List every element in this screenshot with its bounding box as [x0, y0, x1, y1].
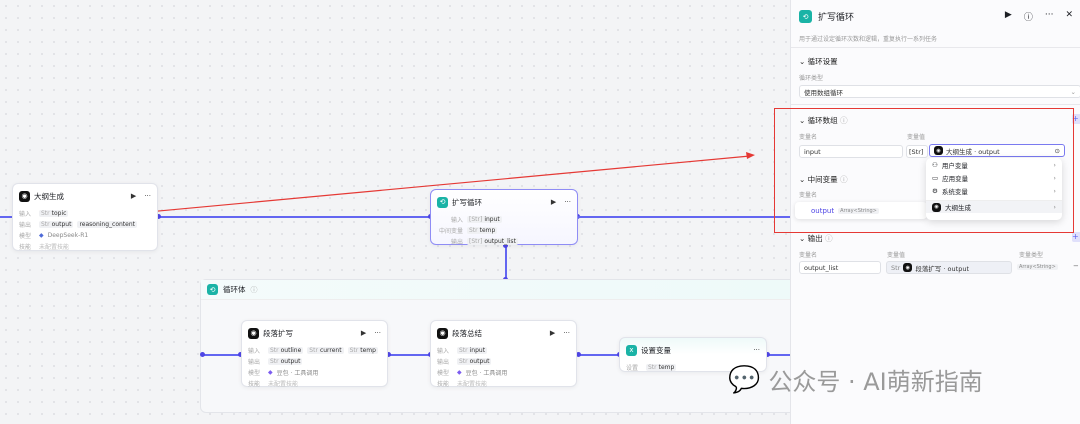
llm-icon: ◉: [248, 327, 259, 339]
node-set-variable[interactable]: x 设置变量 ··· 设置 Str temp: [619, 337, 767, 372]
section-loop-settings[interactable]: ⌄ 循环设置: [799, 57, 838, 66]
model-icon: ◆: [39, 231, 44, 239]
more-icon[interactable]: ···: [564, 198, 571, 206]
folder-icon: ▭: [932, 173, 939, 182]
close-icon[interactable]: ✕: [1065, 10, 1073, 20]
variable-icon: x: [626, 344, 637, 356]
remove-icon[interactable]: −: [1073, 262, 1079, 270]
output-name-input[interactable]: output_list: [799, 261, 881, 274]
section-output[interactable]: ⌄ 输出 ⓘ: [799, 234, 833, 243]
loop-type-select[interactable]: 使用数组循环 ⌄: [799, 85, 1080, 98]
help-icon[interactable]: ⓘ: [1023, 13, 1033, 23]
loop-icon: ⟲: [799, 10, 812, 23]
loop-icon: ⟲: [437, 196, 448, 208]
node-paragraph-expand[interactable]: ◉ 段落扩写 ▶ ··· 输入 Str outline Str current Str temp…: [241, 320, 388, 388]
user-icon: ⚇: [932, 160, 938, 169]
add-icon[interactable]: +: [1072, 114, 1080, 124]
section-loop-array[interactable]: ⌄ 循环数组 ⓘ: [799, 116, 848, 125]
loop-body-icon: ⟲: [207, 284, 218, 295]
model-icon: ◆: [457, 368, 462, 376]
highlight-box: [774, 108, 1074, 233]
wechat-icon: 💬: [728, 364, 761, 395]
array-type-select[interactable]: [Str]: [906, 145, 928, 158]
menu-item-user-vars[interactable]: ⚇ 用户变量 ›: [932, 160, 1056, 170]
add-icon[interactable]: +: [1072, 232, 1080, 242]
llm-icon: ◉: [19, 190, 30, 202]
menu-item-app-vars[interactable]: ▭ 应用变量 ›: [932, 173, 1056, 183]
array-value-select[interactable]: ◉ 大纲生成 · output ⊙: [929, 144, 1065, 157]
array-name-input[interactable]: input: [799, 145, 903, 158]
gear-icon: ⚙: [932, 186, 938, 195]
menu-item-outline-node[interactable]: ◉ 大纲生成 ›: [926, 200, 1062, 213]
model-icon: ◆: [268, 368, 273, 376]
menu-item-system-vars[interactable]: ⚙ 系统变量 ›: [932, 186, 1056, 196]
run-icon[interactable]: ▶: [1004, 10, 1012, 20]
run-icon[interactable]: ▶: [360, 329, 367, 337]
llm-icon: ◉: [437, 327, 448, 339]
info-icon: ⓘ: [250, 285, 258, 294]
run-icon[interactable]: ▶: [550, 198, 557, 206]
run-icon[interactable]: ▶: [130, 192, 137, 200]
more-icon[interactable]: ···: [753, 346, 760, 354]
variable-source-menu: ⚇ 用户变量 › ▭ 应用变量 › ⚙ 系统变量 › ◉ 大纲生成 ›: [926, 158, 1062, 220]
run-icon[interactable]: ▶: [549, 329, 556, 337]
node-paragraph-summary[interactable]: ◉ 段落总结 ▶ ··· 输入 Str input 输出 Str output 模型 ◆ 豆包 …: [430, 320, 577, 388]
section-mid-vars[interactable]: ⌄ 中间变量 ⓘ: [799, 175, 848, 184]
more-icon[interactable]: ···: [144, 192, 151, 200]
more-icon[interactable]: ···: [563, 329, 570, 337]
mid-var-item[interactable]: output Array<String>: [795, 202, 927, 219]
node-loop[interactable]: ⟲ 扩写循环 ▶ ··· 输入 [Str] input 中间变量 Str temp 输出 [S…: [430, 189, 578, 246]
watermark: 💬 公众号 · AI萌新指南: [728, 364, 983, 397]
more-icon[interactable]: ···: [374, 329, 381, 337]
node-outline[interactable]: ◉ 大纲生成 ▶ ··· 输入 Str topic 输出 Str output reasoni…: [12, 183, 158, 251]
more-icon[interactable]: ···: [1044, 10, 1054, 20]
output-value-select[interactable]: Str ◉ 段落扩写 · output: [886, 261, 1012, 274]
